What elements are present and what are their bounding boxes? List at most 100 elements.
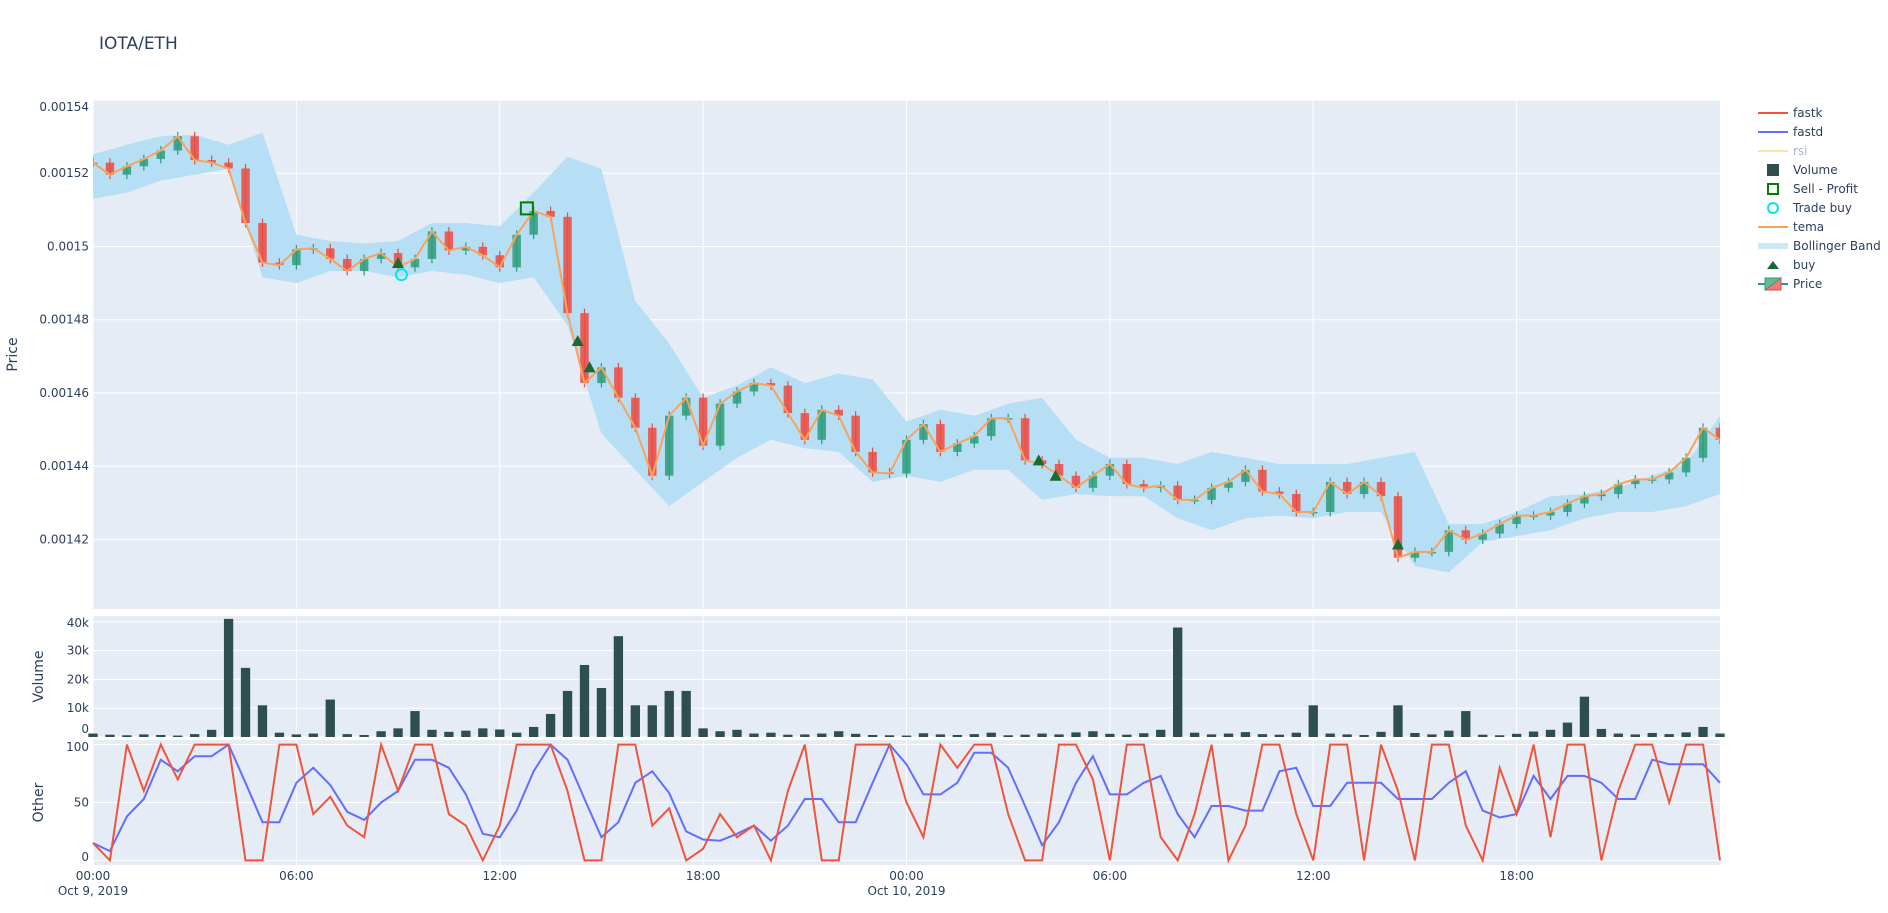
x-tick-sublabel: Oct 10, 2019	[868, 884, 946, 898]
y-tick-label: 20k	[67, 672, 89, 686]
bollinger-band	[93, 132, 1720, 573]
candle-body	[376, 253, 386, 259]
y-tick-label: 0	[81, 850, 89, 864]
volume-bar	[1376, 731, 1386, 737]
volume-bar	[952, 734, 963, 737]
x-tick-label: 00:00	[889, 869, 924, 883]
legend-item-rsi[interactable]: rsi	[1758, 144, 1808, 158]
candle-body	[631, 397, 640, 428]
x-tick-label: 06:00	[279, 869, 314, 883]
legend-item-sell-profit[interactable]: Sell - Profit	[1767, 182, 1858, 196]
y-tick-label: 0.00152	[39, 166, 89, 180]
legend-label: fastd	[1793, 125, 1823, 139]
legend-item-bollinger-band[interactable]: Bollinger Band	[1758, 239, 1881, 253]
fastk-line	[92, 740, 1721, 864]
candle-body	[970, 436, 979, 444]
x-tick-label: 12:00	[1296, 869, 1331, 883]
x-tick-label: 00:00	[76, 869, 111, 883]
candle-body	[1614, 484, 1623, 495]
candle-body	[529, 210, 538, 235]
candle-body	[1563, 503, 1572, 512]
candle-body	[1631, 479, 1640, 485]
buy-marker	[583, 361, 596, 373]
volume-bar	[749, 733, 759, 737]
volume-bar	[528, 726, 539, 737]
volume-bar	[444, 731, 454, 737]
legend-item-tema[interactable]: tema	[1758, 220, 1824, 234]
legend-item-trade-buy[interactable]: Trade buy	[1767, 201, 1852, 215]
volume-bar	[139, 734, 149, 737]
candle-body	[1207, 487, 1216, 500]
volume-bar	[1020, 734, 1030, 737]
price-panel: 0.00142 0.00144 0.00146 0.00148 0.0015 0.0015…	[5, 99, 1720, 609]
legend-label: Trade buy	[1792, 201, 1852, 215]
candle-body	[1495, 524, 1504, 534]
candle-body	[1478, 533, 1487, 540]
candle-body	[1292, 494, 1301, 512]
volume-bar	[1308, 705, 1318, 737]
candle-body	[919, 424, 928, 440]
candle-body	[715, 403, 725, 446]
candle-body	[1071, 475, 1081, 488]
volume-bar	[1681, 732, 1691, 737]
candle-body	[664, 415, 674, 476]
volume-bar	[461, 730, 471, 737]
candle-body	[410, 258, 420, 268]
candle-body	[292, 249, 301, 266]
legend-label: Price	[1793, 277, 1822, 291]
volume-bar	[410, 711, 420, 737]
volume-bar	[122, 735, 132, 737]
candle-body	[546, 210, 555, 217]
legend: fastk fastd rsi Volume Sell - Profit Trade bu…	[1758, 106, 1881, 291]
volume-bar	[698, 728, 708, 737]
y-tick-label: 0.00148	[39, 313, 89, 327]
volume-bar	[1596, 728, 1607, 737]
x-tick-sublabel: Oct 9, 2019	[58, 884, 128, 898]
legend-square-open-icon	[1767, 183, 1779, 195]
volume-bar	[376, 731, 386, 737]
volume-bar	[1478, 734, 1488, 737]
volume-bar	[1545, 729, 1556, 737]
candle-body	[648, 427, 657, 476]
y-tick-label: 0.0015	[47, 239, 89, 253]
volume-bar	[579, 664, 590, 737]
legend-item-volume[interactable]: Volume	[1767, 163, 1838, 177]
candle-body	[1275, 491, 1284, 495]
y-tick-label: 0	[81, 722, 89, 736]
volume-bar	[1291, 732, 1301, 737]
candle-body	[953, 443, 962, 452]
volume-bar	[1088, 731, 1098, 737]
candle-body	[342, 258, 352, 272]
candle-body	[1173, 485, 1182, 500]
candle-body	[512, 234, 521, 268]
volume-bar	[817, 733, 827, 737]
legend-item-fastd[interactable]: fastd	[1758, 125, 1823, 139]
volume-bar	[427, 729, 437, 737]
volume-bar	[223, 618, 234, 737]
volume-bar	[156, 734, 166, 737]
legend-item-buy[interactable]: buy	[1767, 258, 1815, 272]
volume-bar	[834, 731, 844, 737]
buy-marker	[1049, 469, 1062, 481]
volume-bar	[1579, 696, 1590, 737]
volume-bar	[1325, 733, 1335, 737]
volume-bar	[1613, 733, 1623, 737]
y-tick-label: 0.00142	[39, 532, 89, 546]
legend-item-price[interactable]: Price	[1758, 277, 1822, 291]
volume-bar	[1698, 726, 1708, 737]
volume-bar	[257, 705, 268, 737]
legend-item-fastk[interactable]: fastk	[1758, 106, 1823, 120]
candle-body	[681, 397, 691, 416]
volume-bar	[1122, 734, 1132, 737]
volume-bar	[1461, 711, 1471, 737]
volume-bar	[308, 733, 318, 737]
candle-body	[1393, 496, 1403, 558]
candle-body	[224, 162, 233, 169]
volume-bar	[1105, 733, 1115, 737]
volume-bar	[1037, 733, 1047, 737]
candle-body	[1664, 472, 1674, 480]
volume-bar	[1173, 627, 1183, 737]
candle-body	[614, 367, 623, 398]
legend-band-icon	[1758, 243, 1788, 249]
legend-label: fastk	[1793, 106, 1823, 120]
